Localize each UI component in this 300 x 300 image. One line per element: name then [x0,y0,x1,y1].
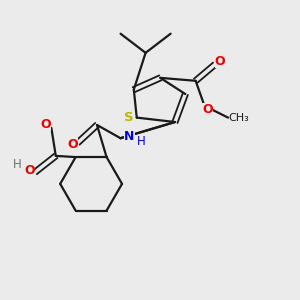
Text: O: O [41,118,51,131]
Text: H: H [137,135,146,148]
Text: O: O [25,164,35,177]
Text: CH₃: CH₃ [229,112,250,123]
Text: O: O [202,103,213,116]
Text: N: N [124,130,135,143]
Text: O: O [67,138,78,151]
Text: S: S [124,110,133,124]
Text: O: O [215,55,225,68]
Text: H: H [13,158,22,171]
